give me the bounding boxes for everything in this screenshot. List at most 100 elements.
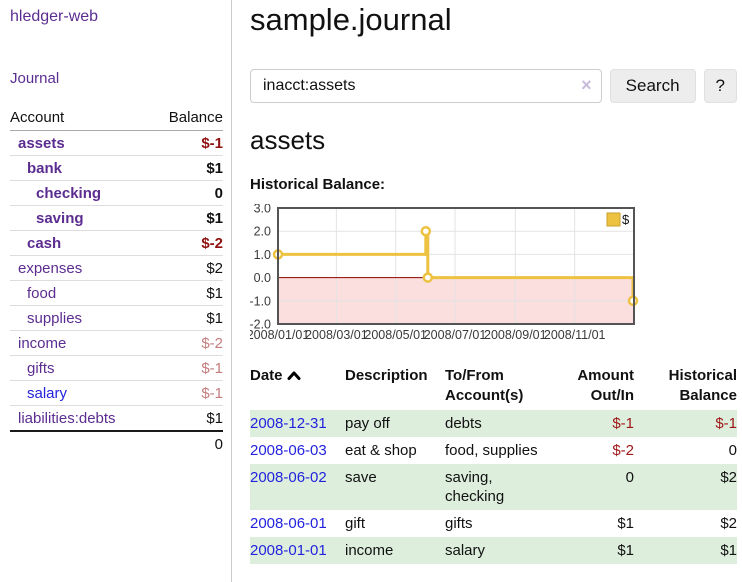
account-balance: $-1 (150, 380, 223, 406)
transaction-accounts: food, supplies (445, 442, 538, 459)
transaction-accounts: saving, checking (445, 469, 505, 505)
svg-text:2008/05/01: 2008/05/01 (364, 328, 427, 342)
accounts-total-row: 0 (10, 430, 223, 457)
account-link[interactable]: salary (27, 384, 68, 402)
account-balance: $1 (150, 205, 223, 231)
account-row: food $1 (10, 280, 223, 306)
transaction-description: save (345, 469, 377, 486)
clear-search-icon[interactable]: × (581, 75, 592, 95)
account-balance: 0 (150, 180, 223, 206)
search-input[interactable] (250, 69, 602, 103)
sidebar-item-journal[interactable]: Journal (10, 70, 60, 87)
sidebar: hledger-web Journal Account Balance asse… (0, 0, 232, 582)
date-header-label: Date (250, 367, 283, 384)
transaction-description: gift (345, 515, 366, 532)
account-balance: $1 (150, 405, 223, 432)
account-link[interactable]: expenses (18, 259, 83, 277)
account-balance: $2 (150, 255, 223, 281)
transaction-date-link[interactable]: 2008-06-02 (250, 469, 327, 486)
transaction-accounts: salary (445, 542, 486, 559)
account-link[interactable]: checking (36, 184, 102, 202)
page-title: sample.journal (250, 2, 452, 37)
brand-link[interactable]: hledger-web (10, 8, 99, 25)
transaction-amount: $-1 (612, 415, 634, 432)
transaction-balance: $1 (720, 542, 737, 559)
transaction-row: 2008-06-01 gift gifts $1 $2 (250, 510, 737, 537)
search-form: × Search ? (250, 69, 737, 103)
transaction-date-link[interactable]: 2008-01-01 (250, 542, 327, 559)
sidebar-accounts-body: assets $-1 bank $1 checking 0 saving $1 … (10, 130, 223, 432)
svg-text:2.0: 2.0 (254, 225, 271, 239)
svg-text:-1.0: -1.0 (250, 294, 271, 308)
account-link[interactable]: income (18, 334, 67, 352)
transaction-amount: 0 (625, 469, 634, 486)
account-link[interactable]: liabilities:debts (18, 409, 116, 427)
register-table: Date Description To/From Account(s) Amou… (250, 364, 737, 564)
main-content: sample.journal × Search ? assets Histori… (232, 0, 741, 582)
chart-title: Historical Balance: (250, 176, 386, 193)
account-row: liabilities:debts $1 (10, 405, 223, 432)
transaction-balance: $2 (720, 469, 737, 486)
accounts-header-balance: Balance (150, 106, 223, 131)
historical-balance-chart: $3.0 2.0 1.0 0.0 -1.0 -2.02008/01/012008/03/0… (250, 204, 639, 342)
account-link[interactable]: bank (27, 159, 63, 177)
account-row: checking 0 (10, 180, 223, 206)
accounts-table: Account Balance assets $-1 bank $1 check… (10, 106, 223, 457)
transaction-row: 2008-01-01 income salary $1 $1 (250, 537, 737, 564)
register-header-row: Date Description To/From Account(s) Amou… (250, 364, 737, 410)
transaction-balance: $2 (720, 515, 737, 532)
account-row: supplies $1 (10, 305, 223, 331)
account-row: assets $-1 (10, 130, 223, 156)
account-row: cash $-2 (10, 230, 223, 256)
transaction-description: eat & shop (345, 442, 417, 459)
account-balance: $-2 (150, 230, 223, 256)
transaction-date-link[interactable]: 2008-06-03 (250, 442, 327, 459)
transaction-amount: $1 (617, 542, 634, 559)
svg-text:2008/11/01: 2008/11/01 (544, 328, 606, 342)
account-link[interactable]: gifts (27, 359, 55, 377)
transaction-balance: 0 (728, 442, 737, 459)
accounts-total-balance: 0 (150, 430, 223, 457)
sort-ascending-icon (287, 371, 301, 380)
account-link[interactable]: food (27, 284, 57, 302)
transaction-accounts: debts (445, 415, 482, 432)
account-row: salary $-1 (10, 380, 223, 406)
svg-text:2008/09/01: 2008/09/01 (484, 328, 547, 342)
account-balance: $1 (150, 305, 223, 331)
account-balance: $-1 (150, 355, 223, 381)
svg-text:0.0: 0.0 (254, 271, 271, 285)
svg-text:-2.0: -2.0 (250, 318, 271, 332)
account-link[interactable]: cash (27, 234, 62, 252)
svg-text:$: $ (622, 212, 630, 227)
accounts-header-account: Account (10, 106, 151, 131)
account-balance: $1 (150, 280, 223, 306)
register-header-accounts: To/From Account(s) (445, 367, 524, 404)
account-link[interactable]: saving (36, 209, 84, 227)
register-header-date[interactable]: Date (250, 364, 345, 410)
search-help-button[interactable]: ? (703, 69, 737, 103)
account-link[interactable]: supplies (27, 309, 83, 327)
transaction-date-link[interactable]: 2008-12-31 (250, 415, 327, 432)
spacer (10, 430, 151, 457)
transaction-row: 2008-12-31 pay off debts $-1 $-1 (250, 410, 737, 437)
account-heading: assets (250, 125, 326, 155)
register-body: 2008-12-31 pay off debts $-1 $-1 2008-06… (250, 410, 737, 564)
transaction-balance: $-1 (715, 415, 737, 432)
register-header-description: Description (345, 367, 428, 384)
svg-text:2008/01/01: 2008/01/01 (250, 328, 309, 342)
transaction-row: 2008-06-02 save saving, checking 0 $2 (250, 464, 737, 510)
svg-text:3.0: 3.0 (254, 204, 271, 216)
account-balance: $-2 (150, 330, 223, 356)
svg-text:1.0: 1.0 (254, 248, 271, 262)
transaction-date-link[interactable]: 2008-06-01 (250, 515, 327, 532)
transaction-accounts: gifts (445, 515, 473, 532)
account-row: gifts $-1 (10, 355, 223, 381)
account-balance: $1 (150, 155, 223, 181)
search-button[interactable]: Search (609, 69, 696, 103)
account-row: bank $1 (10, 155, 223, 181)
account-row: expenses $2 (10, 255, 223, 281)
account-link[interactable]: assets (18, 134, 65, 152)
transaction-description: pay off (345, 415, 390, 432)
svg-text:2008/03/01: 2008/03/01 (305, 328, 368, 342)
